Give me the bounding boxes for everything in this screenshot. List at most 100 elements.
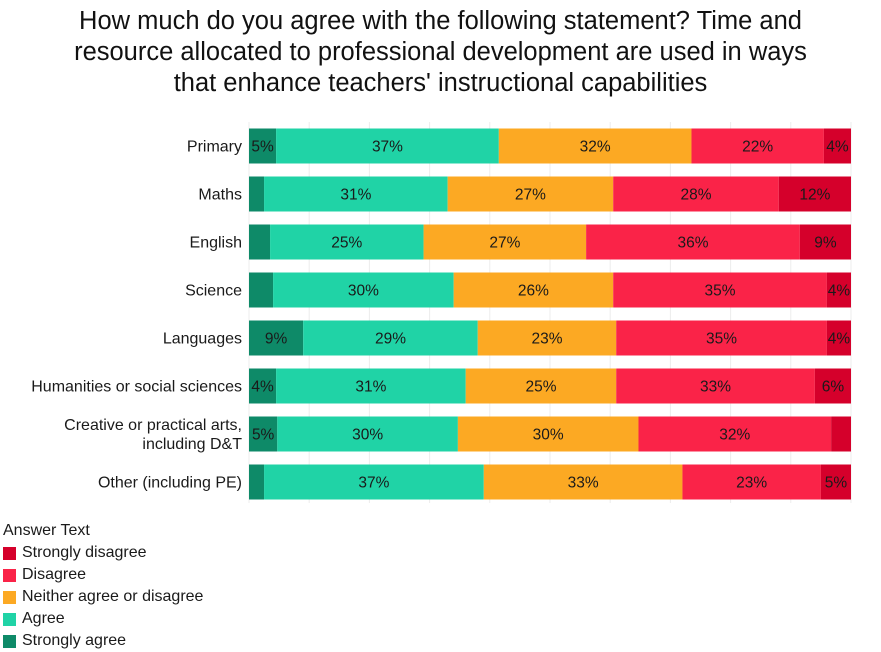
- category-label-line: Science: [185, 283, 242, 300]
- bar-segment: [820, 464, 851, 500]
- legend-swatch: [3, 568, 16, 582]
- data-label: 5%: [251, 139, 274, 156]
- data-label: 23%: [531, 331, 562, 348]
- data-label: 4%: [828, 331, 851, 348]
- legend: Answer Text Strongly disagree Disagree Nei…: [3, 520, 203, 652]
- category-label: Maths: [198, 187, 242, 204]
- bar-segment: [303, 320, 478, 356]
- category-label: Other (including PE): [98, 475, 242, 492]
- legend-swatch: [3, 634, 16, 648]
- bar-segment: [778, 176, 851, 212]
- category-label: Languages: [163, 331, 242, 348]
- data-label: 33%: [700, 379, 731, 396]
- data-label: 25%: [525, 379, 556, 396]
- bar-segment: [277, 416, 458, 452]
- category-label-line: Maths: [198, 187, 242, 204]
- category-label: English: [190, 235, 242, 252]
- legend-label: Agree: [22, 610, 65, 627]
- data-label: 25%: [331, 235, 362, 252]
- bar-segment: [613, 272, 827, 308]
- legend-title: Answer Text: [3, 522, 90, 539]
- data-label: 5%: [252, 427, 275, 444]
- bar-segment: [691, 128, 824, 164]
- data-label: 22%: [742, 139, 773, 156]
- bar-segment: [264, 176, 448, 212]
- chart-title-line-2: resource allocated to professional devel…: [74, 38, 807, 66]
- bar-segment: [249, 368, 277, 404]
- chart-title: How much do you agree with the following…: [0, 6, 881, 99]
- bar-segment: [586, 224, 800, 260]
- bar-segment: [638, 416, 832, 452]
- legend-swatch: [3, 612, 16, 626]
- legend-item: Strongly disagree: [3, 542, 203, 564]
- data-label: 4%: [251, 379, 274, 396]
- legend-label: Neither agree or disagree: [22, 588, 204, 605]
- bar-segment: [453, 272, 614, 308]
- data-label: 29%: [375, 331, 406, 348]
- legend-swatch: [3, 590, 16, 604]
- data-label: 27%: [515, 187, 546, 204]
- bar-segment: [270, 224, 424, 260]
- legend-item: Agree: [3, 608, 203, 630]
- data-label: 23%: [736, 475, 767, 492]
- data-label: 35%: [706, 331, 737, 348]
- bar-segment: [249, 464, 265, 500]
- category-label-line: Other (including PE): [98, 475, 242, 492]
- legend-label: Disagree: [22, 566, 87, 583]
- category-label: Primary: [187, 139, 242, 156]
- data-label: 37%: [358, 475, 389, 492]
- legend-item: Disagree: [3, 564, 203, 586]
- data-label: 4%: [826, 139, 849, 156]
- bar-segment: [249, 224, 271, 260]
- category-label-line: Primary: [187, 139, 242, 156]
- bar-segment: [826, 272, 851, 308]
- bar-segment: [826, 320, 851, 356]
- bar-segment: [831, 416, 851, 452]
- category-label: Creative or practical arts, including D&T: [64, 417, 242, 453]
- category-label-line: including D&T: [142, 436, 242, 453]
- legend-item: Neither agree or disagree: [3, 586, 203, 608]
- data-label: 31%: [340, 187, 371, 204]
- data-label: 5%: [825, 475, 848, 492]
- bar-segment: [616, 320, 827, 356]
- category-label-line: Creative or practical arts,: [64, 417, 242, 434]
- bar-segment: [249, 176, 265, 212]
- bar-segment: [249, 272, 274, 308]
- data-label: 28%: [680, 187, 711, 204]
- data-label: 30%: [348, 283, 379, 300]
- bar-segment: [457, 416, 639, 452]
- data-label: 33%: [568, 475, 599, 492]
- bar-segment: [477, 320, 617, 356]
- data-label: 26%: [518, 283, 549, 300]
- bar-segment: [447, 176, 614, 212]
- bar-segment: [498, 128, 692, 164]
- bar-segment: [249, 128, 277, 164]
- data-label: 4%: [828, 283, 851, 300]
- data-label: 12%: [799, 187, 830, 204]
- bar-segment: [613, 176, 779, 212]
- bar-segment: [682, 464, 821, 500]
- data-label: 27%: [489, 235, 520, 252]
- data-label: 32%: [719, 427, 750, 444]
- chart-title-line-3: that enhance teachers' instructional cap…: [173, 69, 708, 97]
- bar-segment: [823, 128, 851, 164]
- data-label: 30%: [533, 427, 564, 444]
- category-label: Humanities or social sciences: [31, 379, 242, 396]
- category-label: Science: [185, 283, 242, 300]
- category-label-line: Languages: [163, 331, 242, 348]
- data-label: 31%: [355, 379, 386, 396]
- bar-segment: [276, 128, 499, 164]
- legend-label: Strongly disagree: [22, 544, 147, 561]
- data-label: 36%: [677, 235, 708, 252]
- bar-segment: [273, 272, 454, 308]
- data-label: 30%: [352, 427, 383, 444]
- data-label: 9%: [814, 235, 837, 252]
- data-label: 37%: [372, 139, 403, 156]
- bar-segment: [423, 224, 587, 260]
- bar-segment: [483, 464, 683, 500]
- data-label: 9%: [265, 331, 288, 348]
- bar-segment: [814, 368, 851, 404]
- bar-segment: [465, 368, 617, 404]
- category-label-line: English: [190, 235, 242, 252]
